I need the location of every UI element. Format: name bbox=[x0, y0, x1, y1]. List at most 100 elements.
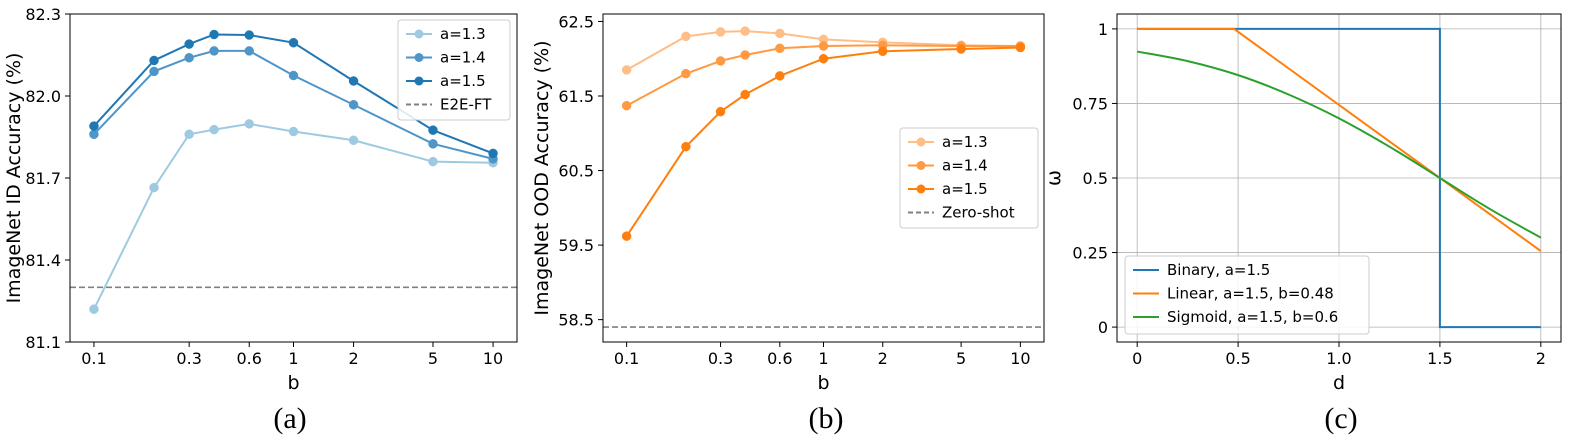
y-axis-label: ω bbox=[1043, 170, 1065, 186]
x-tick-label: 0 bbox=[1132, 349, 1142, 368]
x-tick-label: 1 bbox=[288, 349, 298, 368]
data-point bbox=[149, 182, 159, 193]
y-tick-label: 58.5 bbox=[558, 311, 594, 330]
legend-label: a=1.5 bbox=[440, 72, 486, 90]
data-point bbox=[715, 56, 726, 66]
legend-label: a=1.3 bbox=[440, 25, 486, 43]
data-point bbox=[956, 44, 966, 54]
y-tick-label: 62.5 bbox=[558, 12, 594, 31]
x-tick-label: 0.6 bbox=[237, 349, 262, 368]
data-point bbox=[428, 156, 438, 167]
y-tick-label: 82.0 bbox=[25, 87, 61, 106]
data-point bbox=[244, 46, 254, 56]
x-tick-label: 0.1 bbox=[81, 349, 106, 368]
data-point bbox=[209, 46, 219, 56]
x-axis-label: b bbox=[817, 372, 829, 394]
x-axis-label: b bbox=[287, 372, 299, 394]
panel-caption: (a) bbox=[273, 402, 306, 435]
data-point bbox=[244, 30, 254, 40]
y-tick-label: 0.25 bbox=[1072, 244, 1108, 263]
y-axis-label: ImageNet ID Accuracy (%) bbox=[3, 53, 25, 304]
legend-label: a=1.4 bbox=[440, 49, 486, 67]
data-point bbox=[209, 124, 219, 135]
data-point bbox=[209, 29, 219, 40]
data-point bbox=[775, 43, 785, 54]
data-point bbox=[348, 76, 359, 86]
legend-frame bbox=[397, 19, 511, 121]
legend-frame bbox=[899, 127, 1039, 229]
legend-label: Linear, a=1.5, b=0.48 bbox=[1167, 285, 1334, 303]
data-point bbox=[89, 304, 99, 314]
legend-label: Binary, a=1.5 bbox=[1167, 261, 1270, 279]
legend-frame bbox=[1124, 255, 1370, 335]
legend-label: Sigmoid, a=1.5, b=0.6 bbox=[1167, 308, 1338, 326]
legend: a=1.3 a=1.4 a=1.5 E2E-FT bbox=[397, 19, 511, 121]
x-tick-label: 2 bbox=[878, 349, 888, 368]
plot-area bbox=[1136, 27, 1542, 329]
data-point bbox=[740, 89, 750, 100]
data-point bbox=[715, 106, 726, 117]
x-tick-label: 0.5 bbox=[1225, 349, 1250, 368]
series-line-2 bbox=[1136, 50, 1542, 239]
data-point bbox=[244, 119, 254, 129]
y-tick-label: 60.5 bbox=[558, 162, 594, 181]
data-point bbox=[681, 31, 691, 42]
data-point bbox=[740, 26, 750, 36]
data-point bbox=[818, 53, 829, 64]
data-point bbox=[184, 129, 194, 140]
data-point bbox=[878, 46, 888, 57]
legend-label: Zero-shot bbox=[942, 204, 1015, 222]
data-point bbox=[681, 68, 691, 79]
y-tick-label: 1 bbox=[1098, 20, 1108, 39]
data-point bbox=[621, 231, 632, 241]
data-point bbox=[818, 41, 829, 51]
plot-area bbox=[603, 26, 1044, 328]
x-tick-label: 10 bbox=[1010, 349, 1030, 368]
x-tick-label: 0.3 bbox=[708, 349, 733, 368]
legend-marker bbox=[414, 76, 424, 86]
data-point bbox=[681, 141, 691, 152]
data-point bbox=[488, 148, 498, 159]
data-point bbox=[348, 135, 359, 146]
legend-label: a=1.3 bbox=[942, 133, 988, 151]
x-tick-label: 0.6 bbox=[767, 349, 792, 368]
data-point bbox=[740, 50, 750, 60]
legend-marker bbox=[414, 53, 424, 62]
x-tick-label: 2 bbox=[348, 349, 358, 368]
data-point bbox=[184, 52, 194, 63]
legend-label: a=1.5 bbox=[942, 180, 988, 198]
data-point bbox=[149, 66, 159, 77]
legend: a=1.3 a=1.4 a=1.5 Zero-shot bbox=[899, 127, 1039, 229]
data-point bbox=[775, 28, 785, 39]
data-point bbox=[348, 99, 359, 110]
panel-a: 0.1 0.3 0.6 1 2 5 10 81.1 81.4 81.7 82.0 82.3 b Image… bbox=[3, 5, 518, 435]
x-tick-label: 0.1 bbox=[614, 349, 639, 368]
y-tick-label: 81.7 bbox=[25, 169, 61, 188]
data-point bbox=[428, 125, 438, 135]
legend-marker bbox=[414, 29, 424, 39]
data-point bbox=[621, 100, 632, 111]
y-tick-label: 0.75 bbox=[1072, 94, 1108, 113]
x-tick-label: 1.0 bbox=[1326, 349, 1351, 368]
x-axis-label: d bbox=[1333, 372, 1345, 394]
panel-caption: (c) bbox=[1324, 402, 1357, 435]
legend-label: a=1.4 bbox=[942, 157, 988, 175]
data-point bbox=[184, 39, 194, 49]
data-point bbox=[89, 129, 99, 140]
data-point bbox=[149, 55, 159, 66]
data-point bbox=[288, 37, 299, 48]
y-tick-label: 0.5 bbox=[1083, 169, 1108, 188]
x-tick-label: 0.3 bbox=[176, 349, 201, 368]
y-axis-label: ImageNet OOD Accuracy (%) bbox=[531, 40, 553, 315]
y-tick-label: 82.3 bbox=[25, 5, 61, 24]
y-tick-label: 59.5 bbox=[558, 236, 594, 255]
y-tick-label: 81.4 bbox=[25, 251, 61, 270]
legend-label: E2E-FT bbox=[440, 96, 492, 114]
legend-marker bbox=[916, 137, 926, 147]
series-line-0 bbox=[93, 122, 494, 310]
x-tick-label: 1.5 bbox=[1427, 349, 1452, 368]
data-point bbox=[428, 139, 438, 149]
y-tick-label: 81.1 bbox=[25, 333, 61, 352]
x-tick-label: 5 bbox=[956, 349, 966, 368]
